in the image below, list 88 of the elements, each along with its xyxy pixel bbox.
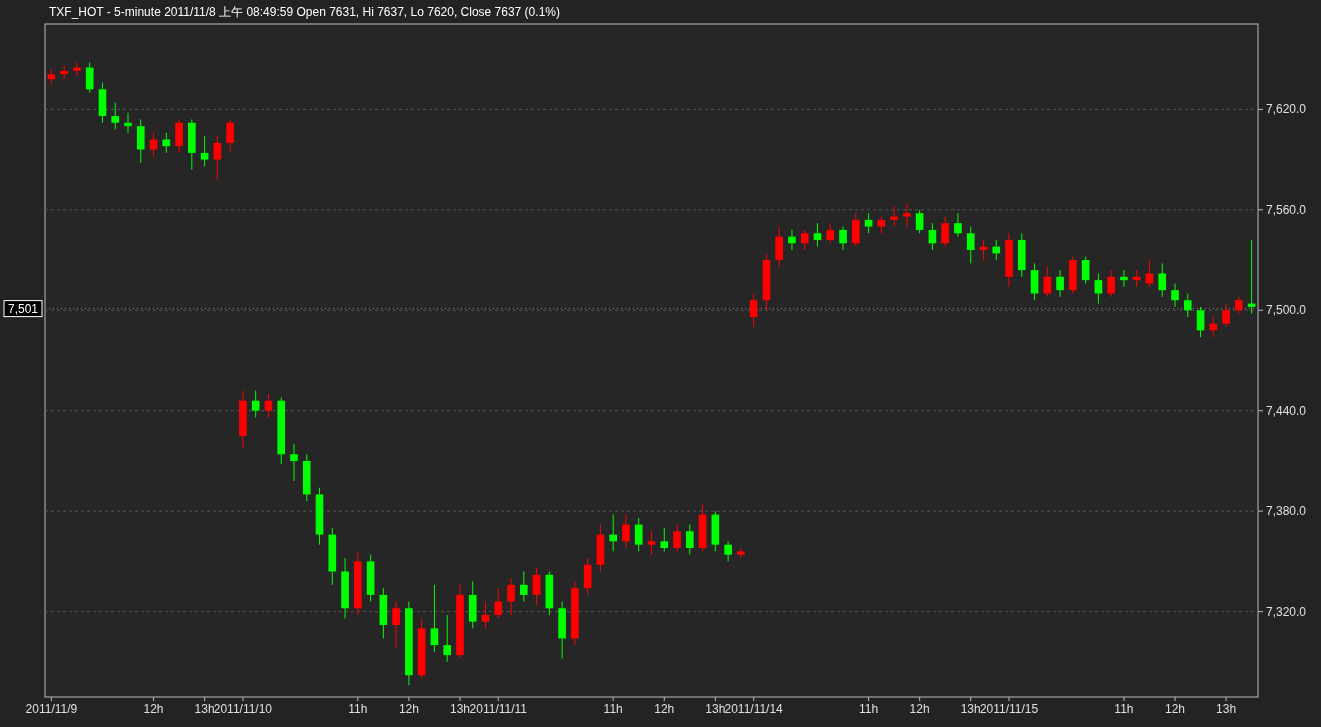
y-tick-label: 7,620.0 <box>1266 102 1307 117</box>
candlestick <box>673 524 681 552</box>
candlestick <box>724 540 732 562</box>
candlestick <box>1056 269 1064 298</box>
candlestick <box>800 229 809 251</box>
candlestick <box>826 222 835 244</box>
candlestick <box>162 132 171 154</box>
candlestick <box>251 390 260 418</box>
candlestick <box>1094 272 1103 305</box>
candlestick <box>124 112 132 134</box>
candlestick <box>136 118 145 164</box>
candlestick <box>941 216 949 248</box>
chart-title: TXF_HOT - 5-minute 2011/11/8 上午 08:49:59 Open 7631, Hi 7637, Lo 7620, Close 7637 (0.1%) <box>49 5 560 19</box>
candlestick <box>737 547 745 559</box>
candlestick <box>1107 269 1115 298</box>
x-tick-label: 2011/11/10 <box>213 702 273 716</box>
x-tick-label: 12h <box>654 702 675 716</box>
candlestick <box>660 527 669 552</box>
candlestick <box>1209 316 1218 338</box>
y-tick-label: 7,440.0 <box>1266 403 1307 418</box>
candlestick <box>226 118 234 154</box>
candlestick <box>851 212 860 248</box>
candlestick <box>1196 306 1205 338</box>
x-tick-label: 2011/11/11 <box>469 702 528 716</box>
x-tick-label: 12h <box>143 702 164 716</box>
candlestick <box>1145 259 1154 288</box>
candlestick <box>443 614 452 663</box>
candlestick <box>992 239 1001 261</box>
candlestick <box>1043 266 1052 298</box>
x-tick-label: 2011/11/9 <box>25 702 78 716</box>
candlestick <box>890 205 898 228</box>
candlestick <box>85 62 94 94</box>
candlestick <box>149 132 158 157</box>
y-tick-label: 7,320.0 <box>1266 604 1307 619</box>
y-tick-label: 7,560.0 <box>1266 202 1307 217</box>
candlestick <box>507 577 515 616</box>
x-tick-label: 13h <box>1216 702 1237 716</box>
x-tick-label: 2011/11/15 <box>979 702 1039 716</box>
candlestick <box>111 102 120 130</box>
candlestick <box>200 135 209 167</box>
candlestick <box>1030 262 1039 301</box>
candlestick <box>290 443 298 482</box>
y-tick-label: 7,380.0 <box>1266 504 1307 519</box>
x-tick-label: 2011/11/14 <box>724 702 784 716</box>
candlestick <box>749 293 758 328</box>
candlestick <box>915 209 924 234</box>
candlestick <box>1081 256 1090 284</box>
candlestick <box>392 601 400 649</box>
ref-line-label: 7,501 <box>7 301 39 316</box>
candlestick <box>519 570 528 603</box>
candlestick <box>864 212 873 234</box>
candlestick <box>954 212 962 238</box>
x-tick-label: 11h <box>1114 702 1134 716</box>
candlestick <box>73 62 81 77</box>
x-tick-label: 13h <box>449 702 470 716</box>
candlestick <box>813 222 822 248</box>
x-tick-label: 12h <box>398 702 419 716</box>
candlestick <box>609 514 618 552</box>
candlestick <box>213 135 222 181</box>
x-tick-label: 11h <box>858 702 879 716</box>
candlestick <box>775 226 784 268</box>
candlestick <box>494 587 503 619</box>
candlestick <box>481 601 490 629</box>
candlestick <box>1171 282 1179 308</box>
candlestick <box>903 202 911 228</box>
candlestick <box>622 514 630 549</box>
candlestick <box>634 517 643 552</box>
x-tick-label: 12h <box>1164 702 1186 716</box>
y-tick-label: 7,500.0 <box>1266 303 1307 318</box>
candlestick <box>839 226 847 251</box>
candlestick <box>175 118 183 154</box>
x-tick-label: 11h <box>348 702 368 716</box>
candlestick <box>1222 303 1230 328</box>
candlestick <box>264 393 273 418</box>
x-tick-label: 13h <box>705 702 726 716</box>
candlestick <box>966 226 975 264</box>
candlestick <box>685 524 694 556</box>
candlestick <box>1183 293 1192 318</box>
candlestick <box>788 229 796 251</box>
x-tick-label: 13h <box>960 702 981 716</box>
candlestick <box>532 567 541 606</box>
candlestick <box>1120 269 1128 288</box>
x-tick-label: 13h <box>194 702 215 716</box>
candlestick <box>647 530 656 556</box>
x-tick-label: 11h <box>603 702 623 716</box>
candlestick <box>1158 262 1167 298</box>
x-tick-label: 12h <box>909 702 930 716</box>
candlestick <box>430 584 439 653</box>
